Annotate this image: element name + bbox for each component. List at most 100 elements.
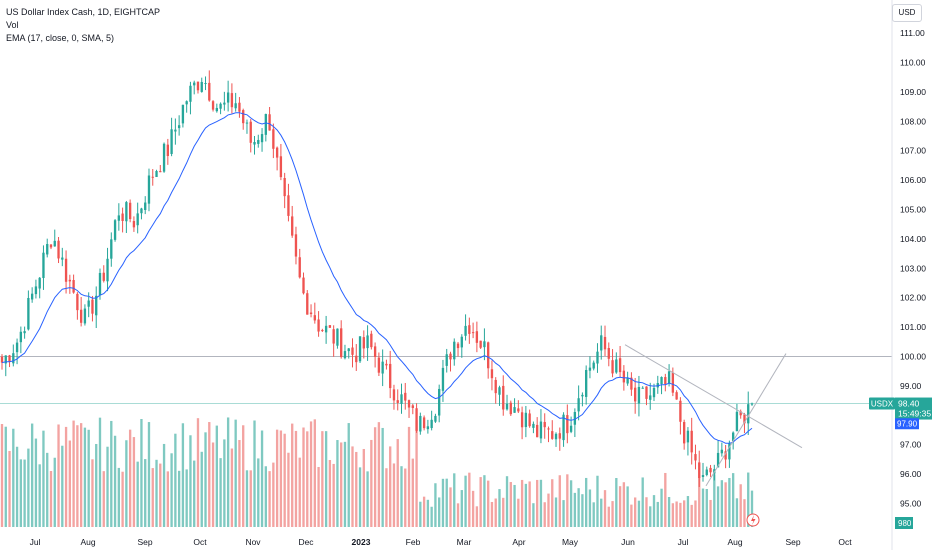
candle-body — [193, 82, 196, 86]
candle-body — [313, 315, 316, 321]
volume-bar — [664, 472, 667, 527]
symbol-tag-label: USDX — [871, 400, 894, 409]
candle-body — [449, 353, 452, 360]
volume-bar — [204, 432, 207, 527]
candle-body — [170, 129, 173, 154]
legend-volume[interactable]: Vol — [6, 20, 19, 30]
volume-bar — [260, 430, 264, 527]
candlestick-series[interactable] — [0, 70, 754, 487]
candle-body — [468, 325, 471, 334]
currency-button[interactable]: USD — [892, 4, 922, 22]
volume-bar — [113, 435, 117, 527]
volume-bar — [377, 422, 381, 527]
volume-bar — [12, 428, 15, 527]
volume-bar — [573, 492, 577, 527]
y-tick-label: 103.00 — [900, 263, 926, 273]
candle-body — [747, 404, 750, 424]
candle-body — [283, 177, 286, 197]
descending-trendline[interactable] — [624, 344, 803, 449]
volume-bar — [362, 448, 365, 527]
volume-tag-value[interactable]: 980 — [898, 519, 912, 528]
ascending-trendline[interactable] — [705, 353, 787, 487]
candle-body — [268, 114, 271, 131]
candle-body — [113, 220, 117, 240]
volume-bar — [219, 458, 222, 527]
candle-body — [355, 355, 358, 363]
volume-bar — [716, 486, 720, 527]
candle-body — [336, 328, 339, 346]
candle-body — [483, 341, 486, 348]
y-tick-label: 108.00 — [900, 116, 926, 126]
candle-body — [340, 328, 343, 358]
volume-bar — [155, 459, 158, 527]
candle-body — [404, 392, 407, 401]
volume-bar — [177, 470, 181, 527]
candle-body — [57, 240, 60, 259]
x-tick-label: Jul — [678, 537, 689, 547]
volume-bar — [596, 475, 599, 527]
ema-line[interactable] — [1, 112, 753, 444]
candle-body — [61, 257, 64, 260]
volume-bar — [166, 471, 169, 527]
volume-bar — [193, 460, 196, 527]
volume-bars[interactable] — [0, 417, 754, 527]
volume-bar — [291, 423, 294, 527]
candle-body — [4, 355, 7, 364]
lightning-icon[interactable] — [746, 513, 760, 527]
candle-body — [46, 244, 49, 255]
volume-bar — [226, 417, 230, 527]
candle-body — [377, 357, 381, 373]
candle-body — [577, 398, 580, 412]
legend-symbol[interactable]: US Dollar Index Cash, 1D, EIGHTCAP — [6, 7, 161, 17]
volume-bar — [731, 473, 735, 527]
volume-bar — [0, 424, 4, 527]
candle-body — [562, 414, 565, 441]
candle-body — [351, 347, 354, 355]
ema-tag-value[interactable]: 97.90 — [897, 420, 918, 429]
volume-bar — [200, 451, 203, 527]
candle-body — [324, 325, 328, 333]
candle-body — [426, 426, 430, 430]
volume-bar — [652, 495, 656, 527]
volume-bar — [211, 442, 215, 527]
volume-bar — [159, 463, 162, 527]
candle-body — [38, 277, 41, 289]
volume-bar — [102, 471, 105, 527]
volume-bar — [83, 427, 87, 527]
volume-bar — [294, 430, 298, 527]
volume-bar — [396, 439, 399, 527]
legend-ema[interactable]: EMA (17, close, 0, SMA, 5) — [6, 33, 115, 43]
x-axis[interactable]: Jul Aug Sep Oct Nov Dec 2023 Feb Mar Apr May Jun Jul… — [30, 537, 853, 547]
volume-bar — [743, 499, 746, 527]
volume-bar — [569, 480, 573, 527]
volume-bar — [196, 418, 200, 527]
candle-body — [321, 330, 324, 332]
volume-bar — [298, 457, 301, 527]
volume-bar — [128, 429, 132, 527]
volume-bar — [509, 482, 512, 527]
candle-body — [132, 221, 136, 228]
volume-bar — [336, 440, 339, 527]
volume-bar — [328, 460, 332, 527]
candle-body — [370, 333, 373, 348]
candle-body — [709, 467, 712, 473]
candle-body — [498, 387, 501, 395]
candle-body — [219, 103, 222, 109]
candle-body — [128, 202, 132, 220]
candle-body — [505, 403, 509, 410]
volume-bar — [528, 481, 531, 527]
candle-body — [698, 462, 701, 478]
volume-bar — [340, 442, 343, 527]
candle-body — [328, 325, 332, 328]
volume-bar — [633, 497, 637, 527]
y-tick-label: 104.00 — [900, 234, 926, 244]
volume-bar — [728, 477, 731, 527]
volume-bar — [422, 496, 426, 527]
candle-body — [42, 252, 45, 279]
candle-body — [422, 417, 426, 429]
candle-body — [739, 411, 742, 416]
candle-body — [83, 308, 87, 324]
